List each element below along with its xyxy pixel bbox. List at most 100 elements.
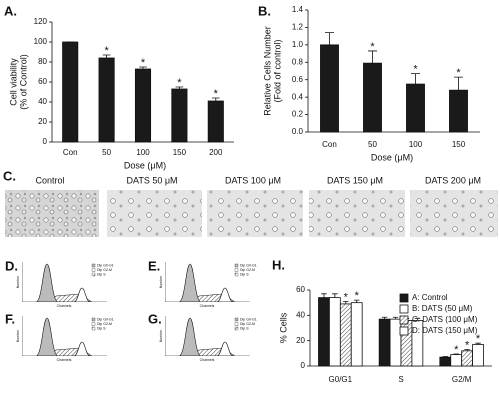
- error-bar: [343, 301, 349, 304]
- y-axis-label: (% of Control): [18, 54, 28, 110]
- micrograph-caption: DATS 150 μM: [327, 175, 383, 185]
- x-tick-label: G2/M: [452, 375, 472, 384]
- legend-label: Dip S: [240, 327, 249, 331]
- axis-label: Number: [16, 329, 20, 342]
- error-bar: [453, 353, 459, 355]
- legend-label: Dip G2-M: [97, 322, 112, 326]
- y-tick-label: 20: [296, 336, 305, 345]
- legend-label: Dip G2-M: [97, 268, 112, 272]
- legend-label: Dip G0-G1: [97, 318, 114, 322]
- bar: [449, 89, 468, 133]
- x-tick-label: 150: [452, 140, 466, 149]
- legend-label: Dip G0-G1: [240, 318, 257, 322]
- significance-mark: *: [214, 88, 219, 100]
- legend-label: Dip S: [97, 273, 106, 277]
- bar: [389, 318, 402, 367]
- micrograph: [107, 190, 202, 237]
- y-tick-label: 1.0: [292, 40, 304, 49]
- x-tick-label: 50: [102, 148, 111, 157]
- histogram: [22, 262, 107, 302]
- error-bar: [332, 293, 338, 298]
- legend-swatch: [91, 272, 96, 277]
- bar: [378, 318, 391, 367]
- micrograph-caption: DATS 100 μM: [225, 175, 281, 185]
- legend-label: A: Control: [412, 293, 448, 302]
- axis-label: Channels: [57, 358, 72, 362]
- legend-label: Dip S: [240, 273, 249, 277]
- bar: [329, 297, 341, 367]
- legend-label: C: DATS (100 μM): [412, 315, 478, 324]
- significance-mark: *: [465, 339, 470, 351]
- micrograph-caption: Control: [35, 175, 64, 185]
- legend-swatch: [234, 322, 239, 326]
- legend-label: Dip G2-M: [240, 268, 255, 272]
- legend-swatch: [399, 304, 409, 314]
- legend-swatch: [234, 272, 239, 277]
- bar: [472, 344, 484, 367]
- axis-label: Number: [159, 329, 163, 342]
- x-tick-label: S: [398, 375, 403, 384]
- bar: [439, 356, 452, 367]
- legend-swatch: [91, 326, 96, 331]
- significance-mark: *: [370, 41, 375, 53]
- error-bar: [414, 318, 421, 321]
- x-tick-label: G0/G1: [329, 375, 353, 384]
- y-tick-label: 80: [38, 57, 47, 66]
- bar: [98, 57, 115, 143]
- panel-label: H.: [272, 257, 285, 272]
- axis-label: Channels: [57, 304, 72, 308]
- x-axis-label: Dose (μM): [371, 152, 413, 162]
- bar: [134, 68, 152, 143]
- y-tick-label: 0.0: [292, 127, 304, 136]
- bar: [450, 354, 463, 367]
- legend-label: Dip G0-G1: [240, 264, 257, 268]
- y-tick-label: 60: [38, 77, 47, 86]
- legend-swatch: [234, 263, 239, 268]
- legend-swatch: [91, 317, 96, 322]
- y-tick-label: 0.6: [292, 75, 304, 84]
- error-bar: [410, 73, 421, 85]
- legend-label: Dip G2-M: [240, 322, 255, 326]
- x-tick-label: 50: [368, 140, 377, 149]
- micrograph: [410, 190, 498, 237]
- bar: [62, 41, 79, 143]
- error-bar: [367, 50, 378, 64]
- micrograph-caption: DATS 50 μM: [126, 175, 177, 185]
- legend-label: Dip G0-G1: [97, 264, 114, 268]
- y-tick-label: 0.4: [292, 92, 304, 101]
- y-tick-label: 40: [38, 97, 47, 106]
- micrograph: [309, 190, 405, 237]
- legend-swatch: [234, 268, 239, 272]
- x-tick-label: 200: [209, 148, 223, 157]
- legend-swatch: [234, 326, 239, 331]
- error-bar: [353, 299, 360, 303]
- x-tick-label: Con: [63, 148, 78, 157]
- x-tick-label: Con: [322, 140, 337, 149]
- y-tick-label: 0.2: [292, 110, 304, 119]
- bar: [350, 302, 363, 367]
- legend-label: D: DATS (150 μM): [412, 326, 478, 335]
- error-bar: [175, 86, 184, 89]
- panel-label: A.: [4, 3, 17, 18]
- x-tick-label: 100: [409, 140, 423, 149]
- y-tick-label: 0: [43, 137, 48, 146]
- micrograph: [5, 190, 99, 237]
- y-axis-label: Cell viability: [8, 58, 18, 106]
- y-tick-label: 20: [38, 117, 47, 126]
- bar: [339, 303, 352, 367]
- error-bar: [139, 66, 147, 69]
- significance-mark: *: [177, 77, 182, 89]
- panel-label: G.: [148, 311, 162, 326]
- legend-swatch: [399, 293, 409, 303]
- significance-mark: *: [355, 290, 360, 302]
- y-axis-label: Relative Cells Number: [262, 26, 272, 116]
- panel-label: B.: [258, 3, 271, 18]
- legend-swatch: [91, 322, 96, 326]
- error-bar: [475, 342, 481, 345]
- y-tick-label: 0.8: [292, 57, 304, 66]
- y-tick-label: 60: [296, 285, 305, 294]
- bar: [363, 62, 382, 133]
- y-axis-label: % Cells: [278, 312, 288, 343]
- bar: [461, 350, 473, 367]
